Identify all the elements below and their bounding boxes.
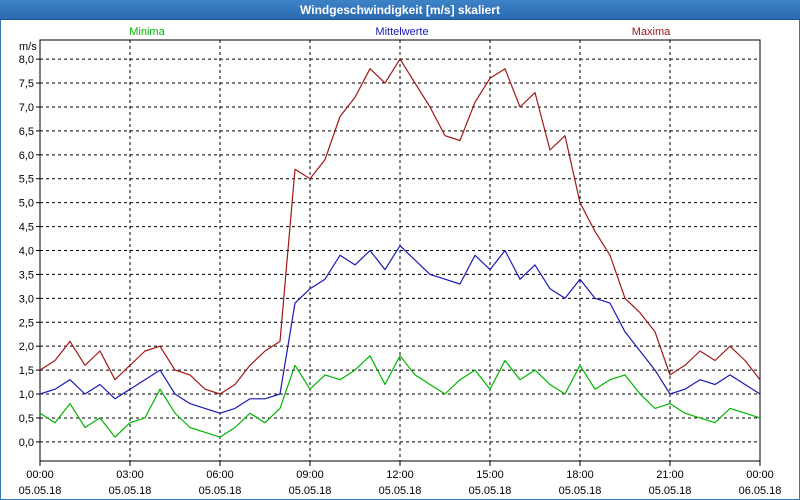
x-tick-time-label: 00:00 [26, 469, 54, 481]
y-tick-label: 3,0 [19, 293, 34, 305]
series-line-maxima [39, 58, 761, 395]
x-tick-time-label: 21:00 [656, 469, 684, 481]
y-tick-label: 4,0 [19, 246, 34, 258]
window-title: Windgeschwindigkeit [m/s] skaliert [0, 0, 800, 20]
x-tick-date-label: 06.05.18 [739, 485, 782, 497]
y-tick-label: 2,0 [19, 341, 34, 353]
series-lines [39, 58, 761, 438]
y-tick-label: 5,5 [19, 174, 34, 186]
axes [36, 39, 761, 466]
series-line-mittelwerte [39, 245, 761, 414]
y-tick-label: 8,0 [19, 54, 34, 66]
legend: Minima Mittelwerte Maxima [129, 26, 671, 38]
x-tick-date-label: 05.05.18 [289, 485, 332, 497]
y-axis-unit-label: m/s [19, 41, 37, 53]
y-tick-label: 0,5 [19, 413, 34, 425]
y-tick-label: 7,5 [19, 78, 34, 90]
y-tick-label: 6,5 [19, 126, 34, 138]
x-tick-time-label: 03:00 [116, 469, 144, 481]
axis-labels: 0,0 0,5 1,0 1,5 2,0 2,5 3,0 3,5 4,0 4,5 5,0 5,5 6,0 6… [19, 41, 782, 497]
x-tick-date-label: 05.05.18 [559, 485, 602, 497]
legend-item-mittelwerte: Mittelwerte [375, 26, 428, 38]
x-tick-time-label: 00:00 [746, 469, 774, 481]
x-tick-date-label: 05.05.18 [469, 485, 512, 497]
wind-speed-chart: 0,0 0,5 1,0 1,5 2,0 2,5 3,0 3,5 4,0 4,5 5,0 5,5 6,0 6… [19, 26, 782, 497]
x-tick-time-label: 06:00 [206, 469, 234, 481]
y-tick-label: 3,5 [19, 269, 34, 281]
x-tick-time-label: 09:00 [296, 469, 324, 481]
x-tick-date-label: 05.05.18 [649, 485, 692, 497]
x-tick-date-label: 05.05.18 [379, 485, 422, 497]
legend-item-minima: Minima [129, 26, 165, 38]
x-tick-time-label: 12:00 [386, 469, 414, 481]
grid-lines [39, 40, 761, 461]
y-tick-label: 2,5 [19, 317, 34, 329]
x-tick-time-label: 18:00 [566, 469, 594, 481]
y-tick-label: 1,5 [19, 365, 34, 377]
y-tick-label: 5,0 [19, 198, 34, 210]
series-line-minima [39, 355, 761, 438]
y-tick-label: 0,0 [19, 437, 34, 449]
y-tick-label: 6,0 [19, 150, 34, 162]
y-tick-label: 4,5 [19, 222, 34, 234]
x-tick-date-label: 05.05.18 [19, 485, 62, 497]
legend-item-maxima: Maxima [632, 26, 671, 38]
y-tick-label: 1,0 [19, 389, 34, 401]
x-tick-time-label: 15:00 [476, 469, 504, 481]
y-tick-label: 7,0 [19, 102, 34, 114]
x-tick-date-label: 05.05.18 [109, 485, 152, 497]
x-tick-date-label: 05.05.18 [199, 485, 242, 497]
